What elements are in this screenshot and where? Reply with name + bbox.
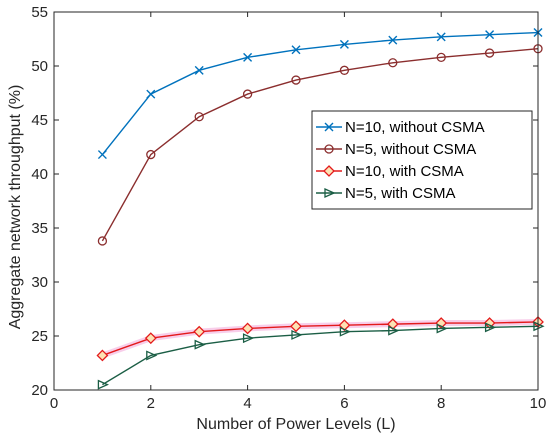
data-point-stroke xyxy=(146,89,156,99)
data-point-stroke xyxy=(194,65,204,75)
highlight-layer xyxy=(99,318,541,359)
y-tick-label: 35 xyxy=(31,220,48,237)
data-point xyxy=(291,45,301,55)
legend-label: N=10, with CSMA xyxy=(345,163,464,180)
data-point xyxy=(291,329,303,340)
series-layer xyxy=(96,28,545,390)
data-point-stroke xyxy=(436,32,446,42)
data-point xyxy=(194,65,204,75)
legend-label: N=5, with CSMA xyxy=(345,185,455,202)
legend-entry: N=5, without CSMA xyxy=(316,141,476,158)
data-point-stroke xyxy=(388,35,398,45)
legend: N=10, without CSMA N=5, without CSMA N=10,… xyxy=(311,110,533,210)
data-point xyxy=(339,39,349,49)
data-point xyxy=(242,333,255,344)
y-axis-label: Aggregate network throughput (%) xyxy=(7,85,24,330)
y-tick-label: 25 xyxy=(31,328,48,345)
x-tick-label: 8 xyxy=(437,395,445,412)
y-tick-label: 40 xyxy=(31,166,48,183)
y-tick-label: 20 xyxy=(31,382,48,399)
x-tick-label: 10 xyxy=(530,395,547,412)
y-tick-label: 45 xyxy=(31,112,48,129)
data-point xyxy=(97,379,110,390)
plot-frame xyxy=(53,11,539,391)
data-point xyxy=(436,323,448,334)
x-tick-label: 2 xyxy=(147,395,155,412)
x-tick-label: 0 xyxy=(50,395,58,412)
data-point xyxy=(291,75,301,85)
series-highlight xyxy=(99,318,541,359)
data-point xyxy=(388,325,400,336)
data-point xyxy=(193,325,206,338)
data-point-stroke xyxy=(97,150,107,160)
data-point xyxy=(484,48,495,58)
x-axis-label: Number of Power Levels (L) xyxy=(196,416,395,433)
data-point xyxy=(241,322,254,335)
legend-box xyxy=(311,110,533,210)
y-tick-label: 55 xyxy=(31,4,48,21)
data-point xyxy=(484,322,497,333)
x-tick-label: 6 xyxy=(340,395,348,412)
series-line xyxy=(102,321,539,357)
x-tick-label: 4 xyxy=(243,395,251,412)
series-3 xyxy=(97,321,545,390)
data-point xyxy=(96,349,109,362)
legend-label: N=5, without CSMA xyxy=(345,141,476,158)
data-point xyxy=(485,30,495,40)
series-2 xyxy=(96,316,544,362)
legend-entry: N=5, with CSMA xyxy=(316,185,455,202)
data-point xyxy=(436,32,446,42)
data-point xyxy=(324,187,336,199)
data-point-stroke xyxy=(339,39,349,49)
series-line xyxy=(101,48,539,242)
data-point xyxy=(324,144,334,154)
data-point xyxy=(146,350,158,361)
data-point xyxy=(388,35,398,45)
data-point xyxy=(146,89,156,99)
data-point xyxy=(146,149,156,160)
data-point-stroke xyxy=(485,30,495,40)
data-point xyxy=(194,112,204,122)
y-tick-label: 30 xyxy=(31,274,48,291)
series-line xyxy=(102,325,539,386)
y-tick-label: 50 xyxy=(31,58,48,75)
data-point xyxy=(324,122,334,132)
data-point xyxy=(290,320,302,333)
data-point-stroke xyxy=(324,122,334,132)
axes-layer: 0 2 4 6 8 10 20 25 30 35 40 45 50 55 xyxy=(31,4,546,412)
data-point xyxy=(323,165,335,177)
series-0 xyxy=(97,28,543,160)
data-point xyxy=(97,150,107,160)
data-point xyxy=(339,65,350,75)
data-point-stroke xyxy=(243,52,253,62)
legend-label: N=10, without CSMA xyxy=(345,119,485,136)
legend-entry: N=10, without CSMA xyxy=(316,119,485,136)
data-point xyxy=(388,58,398,68)
data-point xyxy=(97,236,108,246)
data-point-stroke xyxy=(291,45,301,55)
data-point xyxy=(436,52,446,63)
legend-entry: N=10, with CSMA xyxy=(316,163,464,180)
series-1 xyxy=(97,44,543,246)
series-line xyxy=(101,31,539,155)
data-point xyxy=(242,89,253,99)
data-point xyxy=(194,339,206,350)
data-point xyxy=(243,52,253,62)
data-point xyxy=(339,326,352,337)
data-point xyxy=(144,332,157,345)
